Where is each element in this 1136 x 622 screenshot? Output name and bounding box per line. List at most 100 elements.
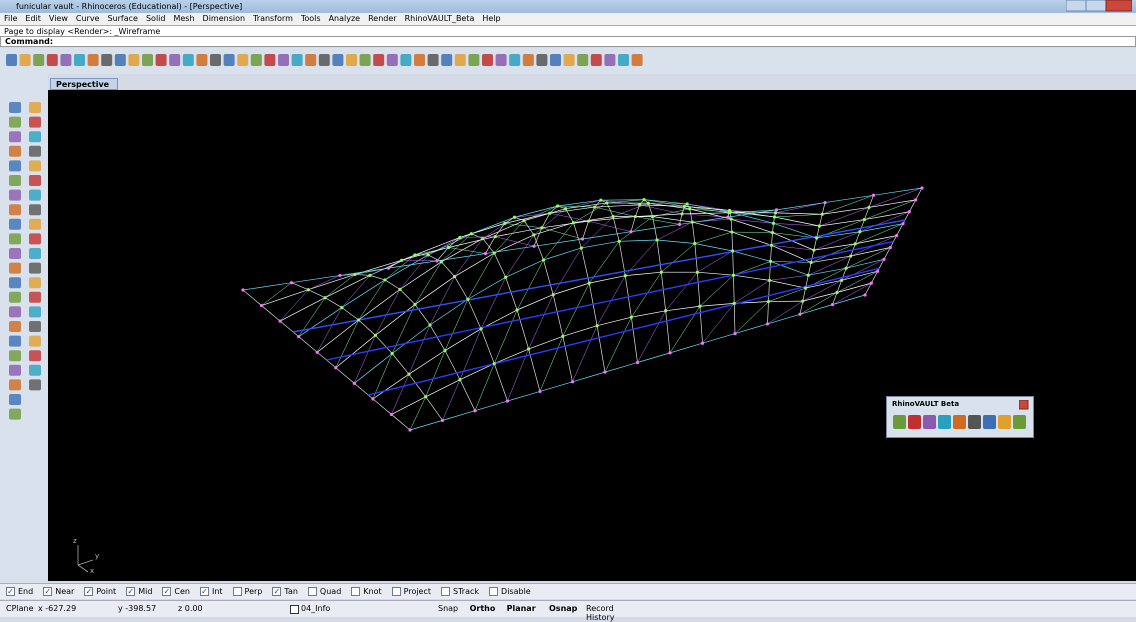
tool-button[interactable] xyxy=(29,306,41,317)
tool-button[interactable] xyxy=(496,54,507,66)
tool-button[interactable] xyxy=(128,54,139,66)
status-toggle[interactable]: Ortho xyxy=(470,604,496,613)
panel-button[interactable] xyxy=(938,415,951,429)
checkbox[interactable]: ✓ xyxy=(126,587,135,596)
panel-button[interactable] xyxy=(953,415,966,429)
panel-button[interactable] xyxy=(983,415,996,429)
tool-button[interactable] xyxy=(210,54,221,66)
tool-button[interactable] xyxy=(196,54,207,66)
tool-button[interactable] xyxy=(9,102,21,113)
tool-button[interactable] xyxy=(6,54,17,66)
tool-button[interactable] xyxy=(9,277,21,288)
panel-button[interactable] xyxy=(998,415,1011,429)
tool-button[interactable] xyxy=(142,54,153,66)
checkbox[interactable] xyxy=(308,587,317,596)
tool-button[interactable] xyxy=(29,175,41,186)
tool-button[interactable] xyxy=(9,321,21,332)
tool-button[interactable] xyxy=(29,160,41,171)
tool-button[interactable] xyxy=(29,219,41,230)
checkbox[interactable]: ✓ xyxy=(200,587,209,596)
tool-button[interactable] xyxy=(468,54,479,66)
tool-button[interactable] xyxy=(9,263,21,274)
tool-button[interactable] xyxy=(9,394,21,405)
tool-button[interactable] xyxy=(9,131,21,142)
osnap-option[interactable]: ✓Near xyxy=(43,587,74,596)
checkbox[interactable]: ✓ xyxy=(6,587,15,596)
tool-button[interactable] xyxy=(237,54,248,66)
checkbox[interactable] xyxy=(233,587,242,596)
tool-button[interactable] xyxy=(604,54,615,66)
osnap-option[interactable]: Perp xyxy=(233,587,263,596)
tool-button[interactable] xyxy=(455,54,466,66)
tool-button[interactable] xyxy=(319,54,330,66)
checkbox[interactable]: ✓ xyxy=(84,587,93,596)
tool-button[interactable] xyxy=(387,54,398,66)
checkbox[interactable]: ✓ xyxy=(272,587,281,596)
tool-button[interactable] xyxy=(509,54,520,66)
checkbox[interactable] xyxy=(351,587,360,596)
panel-button[interactable] xyxy=(908,415,921,429)
checkbox[interactable]: ✓ xyxy=(162,587,171,596)
viewport-tab[interactable]: Perspective xyxy=(50,78,118,90)
tool-button[interactable] xyxy=(441,54,452,66)
menu-item[interactable]: View xyxy=(49,13,68,25)
tool-button[interactable] xyxy=(9,292,21,303)
menu-item[interactable]: Mesh xyxy=(173,13,194,25)
checkbox[interactable] xyxy=(392,587,401,596)
menu-item[interactable]: RhinoVAULT_Beta xyxy=(405,13,475,25)
menu-item[interactable]: Dimension xyxy=(203,13,246,25)
tool-button[interactable] xyxy=(29,336,41,347)
menu-item[interactable]: Help xyxy=(482,13,500,25)
tool-button[interactable] xyxy=(9,248,21,259)
tool-button[interactable] xyxy=(591,54,602,66)
tool-button[interactable] xyxy=(292,54,303,66)
layer-name[interactable]: 04_Info xyxy=(301,604,330,613)
status-toggle[interactable]: Osnap xyxy=(549,604,577,613)
menu-item[interactable]: Render xyxy=(368,13,396,25)
tool-button[interactable] xyxy=(29,379,41,390)
menu-item[interactable]: Edit xyxy=(25,13,41,25)
tool-button[interactable] xyxy=(29,277,41,288)
status-toggle[interactable]: Record History xyxy=(586,604,614,622)
status-toggle[interactable]: Planar xyxy=(507,604,536,613)
tool-button[interactable] xyxy=(29,190,41,201)
tool-button[interactable] xyxy=(536,54,547,66)
command-line[interactable]: Command: xyxy=(0,36,1136,47)
menu-item[interactable]: Tools xyxy=(301,13,321,25)
tool-button[interactable] xyxy=(29,204,41,215)
tool-button[interactable] xyxy=(183,54,194,66)
tool-button[interactable] xyxy=(9,365,21,376)
osnap-option[interactable]: ✓End xyxy=(6,587,33,596)
menu-item[interactable]: Analyze xyxy=(329,13,361,25)
panel-button[interactable] xyxy=(893,415,906,429)
osnap-option[interactable]: ✓Tan xyxy=(272,587,298,596)
tool-button[interactable] xyxy=(414,54,425,66)
tool-button[interactable] xyxy=(115,54,126,66)
osnap-option[interactable]: Project xyxy=(392,587,431,596)
tool-button[interactable] xyxy=(29,146,41,157)
tool-button[interactable] xyxy=(33,54,44,66)
tool-button[interactable] xyxy=(20,54,31,66)
checkbox[interactable] xyxy=(441,587,450,596)
tool-button[interactable] xyxy=(577,54,588,66)
panel-button[interactable] xyxy=(968,415,981,429)
tool-button[interactable] xyxy=(156,54,167,66)
close-button[interactable] xyxy=(1106,0,1132,11)
tool-button[interactable] xyxy=(550,54,561,66)
tool-button[interactable] xyxy=(251,54,262,66)
menu-item[interactable]: File xyxy=(4,13,17,25)
menu-item[interactable]: Solid xyxy=(146,13,166,25)
minimize-button[interactable] xyxy=(1066,0,1086,11)
panel-button[interactable] xyxy=(923,415,936,429)
tool-button[interactable] xyxy=(332,54,343,66)
tool-button[interactable] xyxy=(373,54,384,66)
tool-button[interactable] xyxy=(264,54,275,66)
tool-button[interactable] xyxy=(101,54,112,66)
osnap-option[interactable]: ✓Cen xyxy=(162,587,190,596)
tool-button[interactable] xyxy=(29,263,41,274)
menu-item[interactable]: Surface xyxy=(107,13,137,25)
osnap-option[interactable]: ✓Int xyxy=(200,587,223,596)
tool-button[interactable] xyxy=(169,54,180,66)
tool-button[interactable] xyxy=(29,321,41,332)
tool-button[interactable] xyxy=(9,175,21,186)
